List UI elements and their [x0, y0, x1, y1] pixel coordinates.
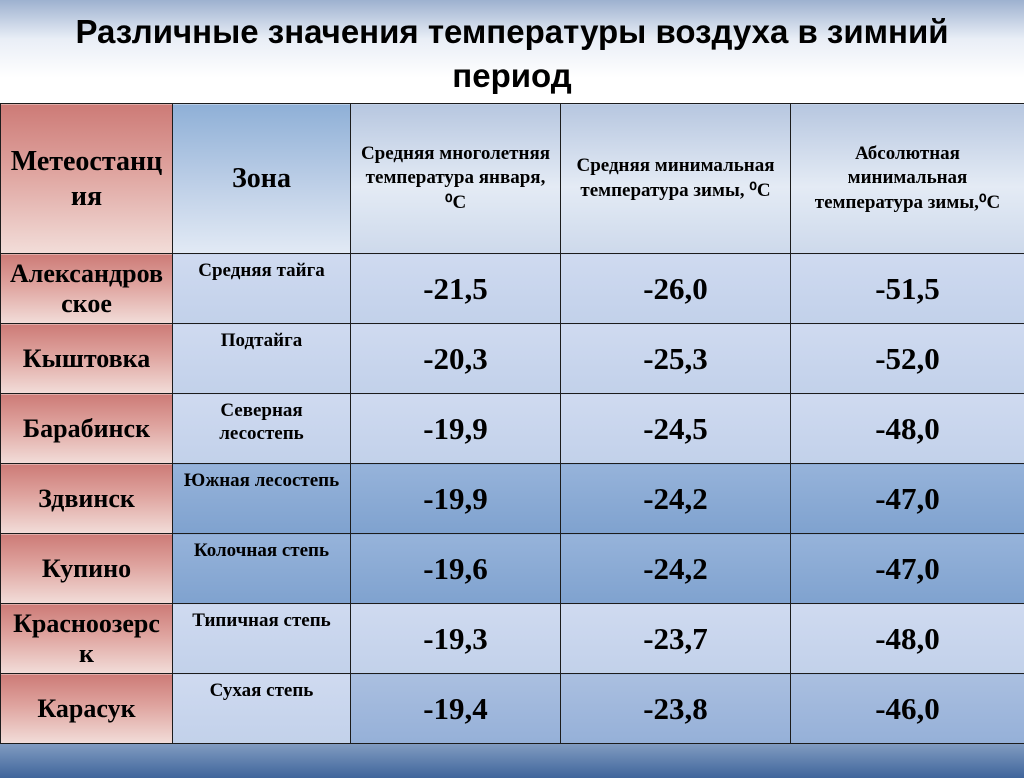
avg-january-temp: -21,5	[351, 254, 561, 324]
header-zone: Зона	[173, 104, 351, 254]
station-name: Купино	[1, 534, 173, 604]
header-abs-min-winter-temp: Абсолютная минимальная температура зимы,…	[791, 104, 1024, 254]
station-name: Александровское	[1, 254, 173, 324]
avg-january-temp: -19,3	[351, 604, 561, 674]
zone-name: Подтайга	[173, 324, 351, 394]
slide: Различные значения температуры воздуха в…	[0, 10, 1024, 744]
page-title: Различные значения температуры воздуха в…	[55, 10, 969, 97]
avg-january-temp: -19,9	[351, 394, 561, 464]
header-avg-january-temp: Средняя многолетняя температура января, …	[351, 104, 561, 254]
table-row: Здвинск Южная лесостепь -19,9 -24,2 -47,…	[1, 464, 1024, 534]
temperature-table: Метеостанция Зона Средняя многолетняя те…	[0, 103, 1024, 744]
zone-name: Колочная степь	[173, 534, 351, 604]
station-name: Карасук	[1, 674, 173, 744]
table-row: Красноозерск Типичная степь -19,3 -23,7 …	[1, 604, 1024, 674]
avg-min-winter-temp: -24,5	[561, 394, 791, 464]
avg-january-temp: -19,9	[351, 464, 561, 534]
abs-min-winter-temp: -48,0	[791, 394, 1024, 464]
zone-name: Типичная степь	[173, 604, 351, 674]
header-station: Метеостанция	[1, 104, 173, 254]
abs-min-winter-temp: -46,0	[791, 674, 1024, 744]
abs-min-winter-temp: -47,0	[791, 534, 1024, 604]
zone-name: Южная лесостепь	[173, 464, 351, 534]
table-row: Барабинск Северная лесостепь -19,9 -24,5…	[1, 394, 1024, 464]
avg-min-winter-temp: -25,3	[561, 324, 791, 394]
zone-name: Северная лесостепь	[173, 394, 351, 464]
zone-name: Сухая степь	[173, 674, 351, 744]
abs-min-winter-temp: -48,0	[791, 604, 1024, 674]
abs-min-winter-temp: -52,0	[791, 324, 1024, 394]
avg-min-winter-temp: -24,2	[561, 534, 791, 604]
avg-min-winter-temp: -23,8	[561, 674, 791, 744]
station-name: Красноозерск	[1, 604, 173, 674]
avg-min-winter-temp: -26,0	[561, 254, 791, 324]
station-name: Барабинск	[1, 394, 173, 464]
avg-january-temp: -19,4	[351, 674, 561, 744]
table-row: Карасук Сухая степь -19,4 -23,8 -46,0	[1, 674, 1024, 744]
avg-january-temp: -19,6	[351, 534, 561, 604]
zone-name: Средняя тайга	[173, 254, 351, 324]
abs-min-winter-temp: -51,5	[791, 254, 1024, 324]
station-name: Кыштовка	[1, 324, 173, 394]
header-row: Метеостанция Зона Средняя многолетняя те…	[1, 104, 1024, 254]
header-avg-min-winter-temp: Средняя минимальная температура зимы, ⁰С	[561, 104, 791, 254]
avg-min-winter-temp: -24,2	[561, 464, 791, 534]
station-name: Здвинск	[1, 464, 173, 534]
table-row: Кыштовка Подтайга -20,3 -25,3 -52,0	[1, 324, 1024, 394]
avg-january-temp: -20,3	[351, 324, 561, 394]
table-row: Купино Колочная степь -19,6 -24,2 -47,0	[1, 534, 1024, 604]
table-row: Александровское Средняя тайга -21,5 -26,…	[1, 254, 1024, 324]
abs-min-winter-temp: -47,0	[791, 464, 1024, 534]
avg-min-winter-temp: -23,7	[561, 604, 791, 674]
